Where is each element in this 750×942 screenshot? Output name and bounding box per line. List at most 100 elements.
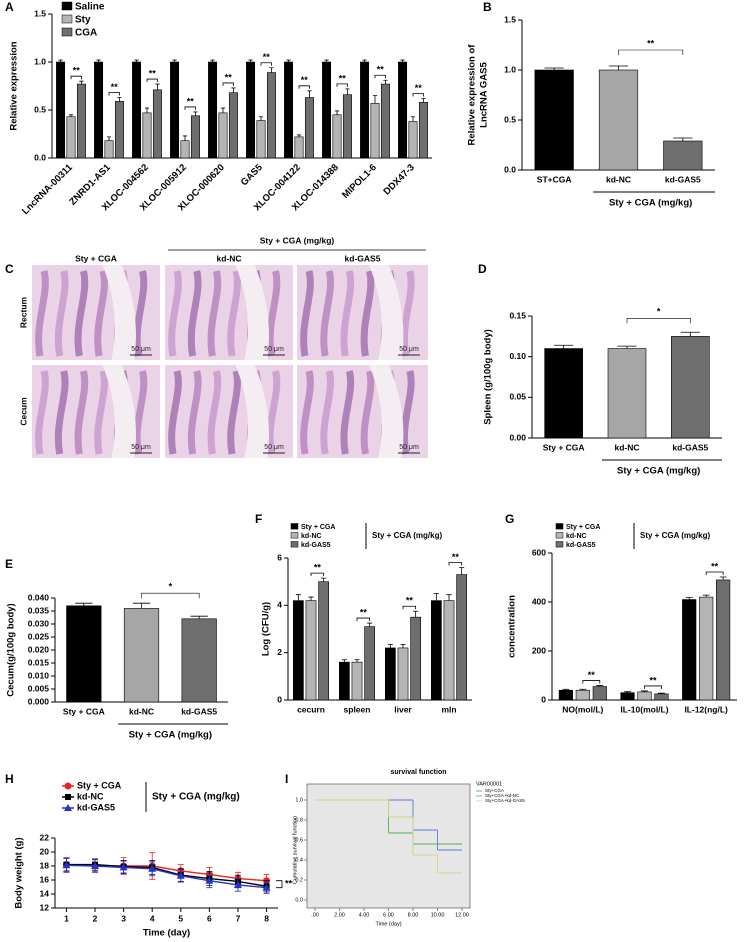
x-tick-label: kd-GAS5 bbox=[672, 442, 708, 452]
bar bbox=[360, 61, 370, 159]
significance-bracket bbox=[618, 49, 684, 55]
error-bar bbox=[702, 594, 710, 598]
significance-bracket bbox=[310, 572, 325, 577]
tissue-fold bbox=[360, 370, 375, 455]
error-bar bbox=[544, 67, 564, 70]
y-tick-label: 0.025 bbox=[28, 631, 50, 641]
legend-swatch bbox=[61, 14, 73, 24]
error-bar bbox=[617, 345, 637, 349]
bar bbox=[384, 647, 396, 701]
error-bar bbox=[68, 114, 74, 117]
bar bbox=[671, 336, 710, 439]
y-tick-label: 0.8 bbox=[295, 817, 303, 823]
panel-label: A bbox=[5, 0, 14, 14]
x-tick-label: 7 bbox=[236, 913, 241, 923]
scale-bar-label: 50 μm bbox=[131, 346, 151, 353]
tissue-fold bbox=[74, 370, 89, 455]
bar bbox=[123, 608, 160, 703]
error-bar bbox=[446, 594, 452, 601]
error-bar bbox=[307, 90, 312, 98]
error-bar bbox=[413, 610, 419, 618]
chart-title: survival function bbox=[390, 769, 446, 776]
y-tick-label: 0 bbox=[277, 694, 282, 704]
significance-bracket bbox=[260, 62, 272, 66]
x-tick-label: DDX47-3 bbox=[381, 162, 416, 197]
bar bbox=[218, 112, 228, 159]
significance-bracket bbox=[108, 92, 120, 96]
bar bbox=[266, 72, 276, 159]
legend-swatch bbox=[555, 523, 564, 530]
marker bbox=[148, 864, 157, 872]
x-tick-label: Sty + CGA bbox=[543, 442, 585, 452]
bar bbox=[558, 689, 573, 701]
significance-label: ** bbox=[187, 96, 195, 106]
marker bbox=[205, 876, 214, 884]
y-tick-label: 200 bbox=[532, 645, 546, 655]
error-bar bbox=[345, 88, 350, 95]
error-bar bbox=[296, 134, 302, 137]
significance-label: * bbox=[657, 307, 661, 317]
y-tick-label: 0.000 bbox=[28, 696, 50, 706]
panel-label: G bbox=[505, 512, 514, 526]
bar bbox=[397, 647, 409, 701]
legend-title: VAR00001 bbox=[476, 781, 502, 787]
x-tick-label: IL-10(mol/L) bbox=[620, 704, 668, 714]
bar bbox=[56, 61, 66, 159]
legend-swatch bbox=[555, 532, 564, 539]
significance-bracket bbox=[402, 605, 417, 610]
error-bar bbox=[641, 690, 648, 692]
significance-label: ** bbox=[149, 68, 157, 78]
bar bbox=[637, 691, 652, 701]
legend-label: Sty + CGA bbox=[301, 524, 335, 531]
significance-label: * bbox=[169, 582, 173, 592]
bar bbox=[104, 140, 114, 159]
bar bbox=[94, 61, 104, 159]
bar bbox=[208, 61, 218, 159]
legend-marker bbox=[64, 804, 72, 811]
error-bar bbox=[673, 137, 693, 141]
error-bar bbox=[383, 79, 388, 85]
y-tick-label: 22 bbox=[40, 832, 50, 842]
significance-bracket bbox=[146, 78, 158, 83]
tissue-fold bbox=[35, 270, 49, 357]
y-axis-title: concentration bbox=[507, 595, 518, 658]
panel-label: F bbox=[255, 512, 262, 526]
tissue-fold bbox=[266, 270, 281, 357]
legend-swatch bbox=[61, 1, 73, 11]
y-axis-title: Spleen (g/100g body) bbox=[483, 329, 494, 425]
marker bbox=[176, 871, 185, 879]
tissue-fold bbox=[266, 370, 281, 455]
y-tick-label: 1.0 bbox=[504, 64, 516, 74]
bar bbox=[534, 69, 574, 171]
x-tick-label: 4.00 bbox=[359, 912, 370, 918]
significance-label: ** bbox=[647, 38, 655, 48]
scale-bar-label: 50 μm bbox=[264, 444, 284, 451]
scale-bar-label: 50 μm bbox=[399, 444, 419, 451]
error-bar bbox=[182, 135, 188, 141]
lumen bbox=[102, 365, 136, 458]
x-tick-label: 8.00 bbox=[408, 912, 419, 918]
bar bbox=[620, 692, 635, 701]
x-tick-label: 5 bbox=[178, 913, 183, 923]
y-tick-label: 0.05 bbox=[509, 392, 526, 402]
error-bar bbox=[562, 688, 570, 691]
y-axis-title: Cumulative survival function bbox=[292, 816, 298, 884]
tissue-fold bbox=[400, 270, 415, 357]
error-bar bbox=[624, 691, 631, 693]
legend-label: CGA bbox=[75, 28, 97, 39]
tissue-fold bbox=[168, 370, 182, 455]
bar bbox=[294, 136, 304, 159]
group-label: Sty + CGA (mg/kg) bbox=[617, 466, 700, 477]
tissue-fold bbox=[300, 270, 314, 357]
error-bar bbox=[231, 87, 236, 93]
error-bar bbox=[96, 59, 101, 62]
y-tick-label: 12 bbox=[40, 902, 50, 912]
bar bbox=[292, 600, 304, 701]
column-label: Sty + CGA bbox=[75, 253, 117, 263]
bar bbox=[342, 94, 352, 159]
bar bbox=[410, 616, 422, 701]
legend-label: kd-NC bbox=[77, 791, 104, 801]
error-bar bbox=[334, 110, 340, 115]
error-bar bbox=[321, 577, 327, 582]
significance-label: ** bbox=[225, 72, 233, 82]
